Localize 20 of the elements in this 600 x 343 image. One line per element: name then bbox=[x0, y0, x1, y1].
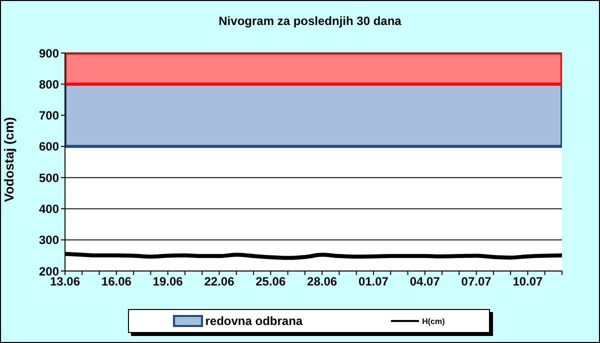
x-tick-label: 25.06 bbox=[256, 274, 286, 289]
x-tick-label: 04.07 bbox=[410, 274, 440, 289]
y-tick-label: 900 bbox=[38, 46, 60, 60]
chart-title: Nivogram za poslednjih 30 dana bbox=[218, 14, 402, 28]
x-tick-label: 07.07 bbox=[461, 274, 492, 289]
x-tick-label: 16.06 bbox=[101, 274, 132, 289]
y-axis-title: Vodostaj (cm) bbox=[2, 117, 17, 202]
x-tick-label: 01.07 bbox=[358, 274, 389, 289]
y-tick-label: 700 bbox=[38, 108, 60, 123]
y-tick-label: 400 bbox=[38, 202, 60, 216]
legend-label: redovna odbrana bbox=[204, 314, 303, 328]
x-tick-label: 19.06 bbox=[152, 274, 184, 289]
y-tick-label: 500 bbox=[38, 170, 60, 185]
x-tick-label: 22.06 bbox=[204, 274, 235, 289]
y-tick-label: 600 bbox=[38, 140, 60, 154]
x-tick-label: 28.06 bbox=[307, 274, 338, 289]
y-tick-label: 300 bbox=[38, 233, 60, 248]
y-tick-label: 800 bbox=[38, 77, 60, 92]
x-tick-label: 10.07 bbox=[512, 274, 544, 289]
legend-label: H(cm) bbox=[421, 316, 445, 326]
